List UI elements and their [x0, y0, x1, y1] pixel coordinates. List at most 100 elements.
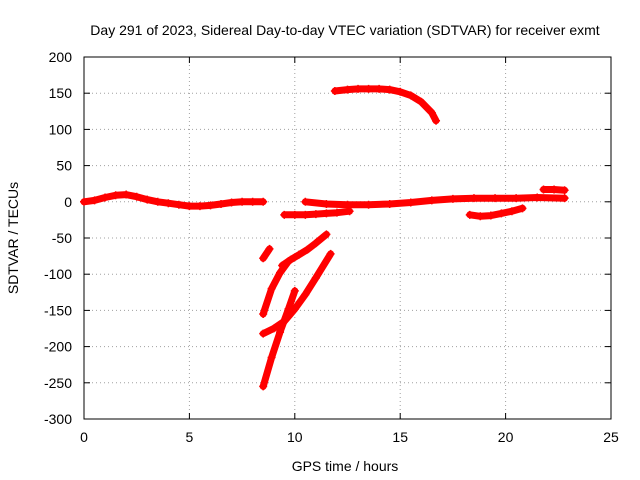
series-track — [466, 204, 526, 220]
data-point — [486, 211, 495, 220]
x-tick-label: 10 — [287, 429, 303, 445]
data-point — [375, 84, 384, 93]
data-point — [276, 268, 285, 277]
data-point — [497, 209, 506, 218]
y-tick-label: 50 — [56, 158, 72, 174]
data-point — [550, 185, 559, 194]
data-point — [290, 210, 299, 219]
data-point — [332, 208, 341, 217]
data-point — [174, 200, 183, 209]
data-point — [417, 97, 426, 106]
chart-title: Day 291 of 2023, Sidereal Day-to-day VTE… — [90, 22, 599, 38]
data-point — [259, 310, 268, 319]
data-point — [276, 328, 285, 337]
data-point — [290, 286, 299, 295]
data-point — [427, 108, 436, 117]
data-point — [311, 273, 320, 282]
y-tick-label: -50 — [52, 230, 72, 246]
data-point — [238, 197, 247, 206]
data-point — [267, 353, 276, 362]
data-point — [427, 196, 436, 205]
data-point — [396, 87, 405, 96]
data-point — [560, 194, 569, 203]
grid — [84, 57, 611, 419]
data-point — [259, 382, 268, 391]
data-point — [90, 196, 99, 205]
x-tick-labels: 0 5 10 15 20 25 — [80, 429, 619, 445]
data-point — [248, 197, 257, 206]
y-tick-label: 150 — [49, 85, 73, 101]
data-point — [301, 197, 310, 206]
series-8 — [465, 204, 527, 221]
data-point — [132, 192, 141, 201]
series-10 — [330, 84, 441, 125]
data-point — [311, 239, 320, 248]
series-1 — [259, 244, 274, 263]
data-point — [326, 249, 335, 258]
data-point — [295, 250, 304, 259]
data-point — [560, 186, 569, 195]
data-point — [267, 284, 276, 293]
data-point — [303, 245, 312, 254]
data-point — [206, 201, 215, 210]
axis-ticks — [83, 56, 612, 420]
data-point — [280, 210, 289, 219]
plot-frame — [83, 56, 612, 420]
data-point — [385, 199, 394, 208]
data-point — [364, 84, 373, 93]
x-tick-label: 15 — [392, 429, 408, 445]
data-point — [469, 194, 478, 203]
data-point — [322, 209, 331, 218]
x-tick-label: 25 — [603, 429, 619, 445]
series-7 — [301, 193, 569, 209]
data-point — [385, 85, 394, 94]
series-0 — [80, 190, 268, 211]
series-track — [259, 257, 292, 318]
data-point — [432, 116, 441, 125]
x-tick-label: 5 — [186, 429, 194, 445]
data-point — [364, 200, 373, 209]
data-point — [322, 230, 331, 239]
data-point — [111, 191, 120, 200]
data-point — [507, 207, 516, 216]
data-point — [491, 194, 500, 203]
data-point — [406, 91, 415, 100]
data-point — [301, 210, 310, 219]
series-6 — [280, 207, 354, 219]
data-point — [80, 197, 88, 206]
series-9 — [539, 185, 569, 195]
data-point — [185, 202, 194, 211]
data-point — [284, 304, 293, 313]
series-5 — [259, 286, 299, 391]
y-tick-labels: -300 -250 -200 -150 -100 -50 0 50 100 150 200 — [44, 49, 72, 427]
data-point — [465, 210, 474, 219]
data-point — [122, 190, 131, 199]
data-point — [259, 254, 268, 263]
y-tick-label: 100 — [49, 121, 73, 137]
data-point — [259, 329, 268, 338]
series-track — [278, 230, 330, 269]
x-tick-label: 0 — [80, 429, 88, 445]
data-point — [406, 198, 415, 207]
y-tick-label: -150 — [44, 302, 72, 318]
series-track — [80, 191, 267, 210]
data-point — [301, 290, 310, 299]
data-point — [539, 185, 548, 194]
data-point — [259, 197, 268, 206]
x-tick-label: 20 — [498, 429, 514, 445]
series-3 — [278, 230, 331, 270]
data-point — [153, 197, 162, 206]
y-tick-label: -250 — [44, 375, 72, 391]
data-point — [518, 204, 527, 213]
y-tick-label: -100 — [44, 266, 72, 282]
data-point — [265, 244, 274, 253]
data-point — [311, 210, 320, 219]
data-point — [164, 199, 173, 208]
data-point — [354, 84, 363, 93]
data-point — [476, 212, 485, 221]
series-layer — [80, 84, 569, 391]
data-point — [343, 85, 352, 94]
data-point — [143, 195, 152, 204]
data-point — [227, 198, 236, 207]
